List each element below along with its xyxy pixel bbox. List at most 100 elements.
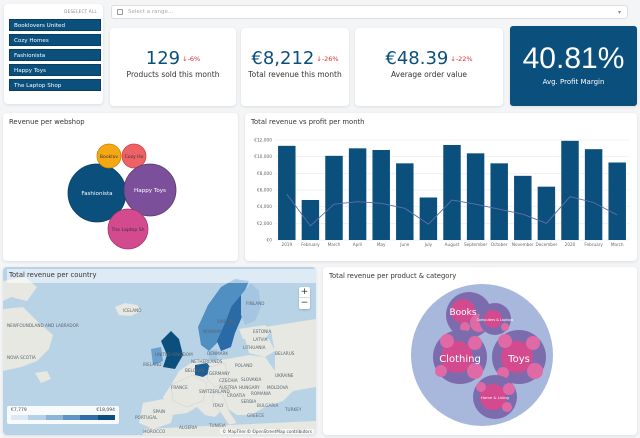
y-tick-label: €8,000 [257, 171, 272, 177]
land-finland [241, 283, 261, 325]
kpi-profit-margin: 40.81% Avg. Profit Margin [510, 26, 637, 106]
svg-text:Cozy Ho: Cozy Ho [125, 154, 144, 160]
land-sweden [217, 295, 247, 351]
y-tick-label: €4,000 [257, 204, 272, 210]
deselect-all-link[interactable]: DESELECT ALL [64, 9, 97, 14]
x-tick-label: June [399, 242, 410, 247]
profit-margin-value: 40.81% [522, 42, 625, 75]
y-tick-label: €10,000 [254, 154, 272, 160]
land-italy [212, 392, 238, 426]
legend-max: €18,094 [96, 408, 115, 413]
x-tick-label: August [445, 242, 460, 247]
land-iberia [139, 399, 175, 429]
svg-text:Fashionista: Fashionista [81, 191, 112, 197]
x-tick-label: March [611, 242, 624, 247]
delta-down-indicator: ↓-22% [450, 55, 473, 63]
delta-down-indicator: ↓-26% [316, 55, 339, 63]
x-tick-label: February [301, 242, 320, 247]
svg-text:TURKEY: TURKEY [284, 407, 302, 412]
kpi-average-order-value: €48.39 ↓-22% Average order value [355, 28, 503, 106]
kpi-value: €48.39 ↓-22% [385, 48, 473, 69]
land-germany [206, 362, 230, 388]
land-nova-scotia [35, 371, 51, 383]
svg-text:HUNGARY: HUNGARY [239, 385, 260, 390]
land-lithuania [245, 339, 275, 357]
x-tick-label: December [536, 242, 558, 247]
svg-text:GERMANY: GERMANY [209, 371, 230, 376]
svg-text:NOVA SCOTIA: NOVA SCOTIA [7, 355, 36, 360]
svg-text:POLAND: POLAND [235, 363, 252, 368]
x-tick-label: March [328, 242, 341, 247]
land-greenland [3, 277, 37, 301]
x-tick-label: July [424, 242, 433, 247]
category-computers-laptops[interactable]: Computers & Laptops [477, 303, 514, 335]
shop-button-booklovers-united[interactable]: Booklovers United [9, 19, 101, 31]
svg-text:NEWFOUNDLAND AND LABRADOR: NEWFOUNDLAND AND LABRADOR [7, 323, 79, 328]
shop-button-the-laptop-shop[interactable]: The Laptop Shop [9, 79, 101, 91]
svg-text:UKRAINE: UKRAINE [275, 373, 294, 378]
svg-text:SPAIN: SPAIN [153, 409, 165, 414]
zoom-out-button[interactable]: − [300, 298, 309, 308]
svg-text:MOLDOVA: MOLDOVA [267, 385, 288, 390]
x-tick-label: April [353, 242, 363, 247]
svg-text:Home & Living: Home & Living [481, 395, 509, 400]
svg-text:Happy Toys: Happy Toys [134, 188, 166, 194]
svg-text:Toys: Toys [507, 354, 530, 365]
profit-margin-label: Avg. Profit Margin [542, 78, 605, 86]
svg-text:NORWAY: NORWAY [203, 329, 222, 334]
kpi-total-revenue: €8,212 ↓-26% Total revenue this month [241, 28, 349, 106]
revenue-bar [561, 140, 579, 240]
svg-text:ESTONIA: ESTONIA [253, 329, 272, 334]
category-home-living[interactable]: Home & Living [473, 375, 517, 419]
land-united-kingdom [161, 331, 183, 369]
revenue-bar [301, 200, 320, 240]
zoom-in-button[interactable]: + [299, 287, 310, 298]
map-attribution[interactable]: © MapTiler © OpenStreetMap contributors [220, 429, 314, 434]
revenue-vs-profit-card: Total revenue vs profit per month €0 €2,0… [245, 113, 637, 261]
category-circle-packing: Books Clothing Toys Computers & Laptops [411, 284, 553, 426]
land-canada [3, 307, 53, 371]
revenue-bar [466, 153, 485, 240]
y-tick-label: €2,000 [257, 221, 272, 227]
category-toys[interactable]: Toys [492, 330, 546, 384]
y-tick-label: €0 [267, 238, 273, 244]
svg-text:Books: Books [449, 308, 476, 318]
shop-button-cozy-homes[interactable]: Cozy Homes [9, 34, 101, 46]
x-tick-label: October [491, 242, 508, 247]
legend-color-scale [11, 415, 115, 420]
category-revenue-card: Total revenue per product & category Boo… [323, 267, 637, 435]
bubble-booklovers[interactable]: Booklov [96, 143, 122, 169]
svg-text:AUSTRIA: AUSTRIA [219, 385, 237, 390]
svg-text:IRELAND: IRELAND [143, 362, 161, 367]
category-clothing[interactable]: Clothing [433, 330, 487, 384]
kpi-label: Total revenue this month [248, 70, 342, 79]
kpi-label: Average order value [390, 70, 468, 79]
bubble-cozy-homes[interactable]: Cozy Ho [121, 143, 147, 169]
revenue-bar [537, 186, 556, 240]
svg-text:LITHUANIA: LITHUANIA [243, 345, 266, 350]
shop-button-fashionista[interactable]: Fashionista [9, 49, 101, 61]
svg-text:SLOVAKIA: SLOVAKIA [241, 377, 262, 382]
y-tick-label: €6,000 [257, 188, 272, 194]
svg-text:FRANCE: FRANCE [171, 385, 188, 390]
map-zoom-controls: + − [299, 287, 310, 309]
revenue-profit-chart: €0 €2,000 €4,000 €6,000 €8,000 €10,000 €12,000… [254, 138, 629, 247]
map-title-bar [7, 269, 316, 283]
svg-text:Clothing: Clothing [439, 354, 481, 365]
bubble-happy-toys[interactable]: Happy Toys [123, 163, 177, 217]
land-france [170, 374, 208, 408]
svg-text:Computers & Laptops: Computers & Laptops [477, 318, 514, 322]
land-denmark [209, 349, 217, 361]
revenue-bar [278, 145, 296, 240]
svg-text:UNITED KINGDOM: UNITED KINGDOM [155, 352, 193, 357]
profit-line [286, 193, 618, 227]
svg-text:FINLAND: FINLAND [246, 301, 264, 306]
y-tick-label: €12,000 [254, 138, 272, 144]
bubble-the-laptop-shop[interactable]: The Laptop Sh [107, 208, 149, 250]
card-title: Total revenue per country [9, 271, 97, 279]
shop-button-happy-toys[interactable]: Happy Toys [9, 64, 101, 76]
date-range-selector[interactable]: Select a range... ▾ [111, 5, 628, 19]
svg-text:DENMARK: DENMARK [207, 351, 228, 356]
svg-text:TUNISIA: TUNISIA [208, 423, 226, 428]
revenue-bar [584, 149, 603, 240]
